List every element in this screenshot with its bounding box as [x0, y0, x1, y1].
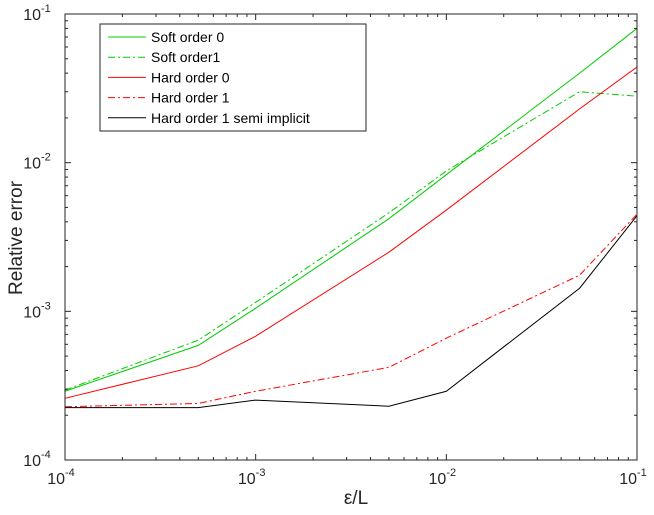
x-tick-label: 10-2 — [429, 467, 457, 488]
legend: Soft order 0 Soft order1 Hard order 0 Hard … — [99, 23, 367, 132]
x-tick-label: 10-4 — [47, 467, 75, 488]
x-tick-label: 10-1 — [619, 467, 647, 488]
axes-box — [64, 13, 638, 461]
legend-entry-label: Hard order 1 — [151, 90, 230, 106]
series-line-3 — [64, 66, 638, 399]
y-tick-label: 10-3 — [23, 300, 51, 321]
legend-entry-label: Hard order 1 semi implicit — [151, 110, 310, 126]
y-tick-label: 10-2 — [23, 152, 51, 173]
y-axis-label: Relative error — [6, 180, 27, 295]
axes — [64, 13, 638, 461]
x-tick-label: 10-3 — [238, 467, 266, 488]
series-line-1 — [64, 28, 638, 392]
plot-area — [64, 28, 638, 409]
series-line-2 — [64, 91, 638, 391]
tick-labels: 10-4 10-3 10-2 10-1 10-4 10-3 10-2 10-1 — [23, 3, 647, 488]
legend-entry-label: Soft order 0 — [151, 29, 224, 45]
legend-entry-label: Hard order 0 — [151, 69, 230, 85]
series-line-5 — [65, 215, 638, 409]
x-axis-label: ε/L — [344, 488, 368, 509]
y-tick-label: 10-1 — [23, 3, 51, 24]
legend-entry-label: Soft order1 — [151, 49, 220, 65]
y-tick-label: 10-4 — [23, 449, 51, 470]
